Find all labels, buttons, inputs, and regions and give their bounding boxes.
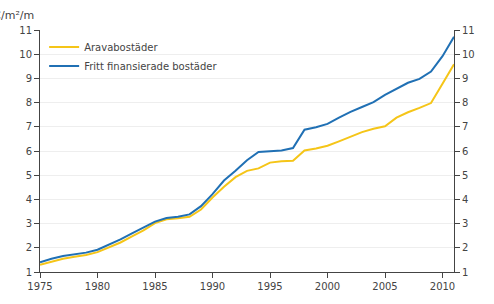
svg-text:2: 2 (462, 242, 468, 253)
svg-text:1985: 1985 (142, 281, 167, 292)
svg-text:1: 1 (462, 267, 468, 278)
svg-text:8: 8 (26, 97, 32, 108)
svg-text:2005: 2005 (372, 281, 397, 292)
svg-text:9: 9 (26, 73, 32, 84)
svg-text:2000: 2000 (315, 281, 340, 292)
svg-text:1990: 1990 (200, 281, 225, 292)
svg-text:6: 6 (26, 146, 32, 157)
svg-text:1: 1 (26, 267, 32, 278)
svg-text:5: 5 (26, 170, 32, 181)
svg-text:€/m²/m: €/m²/m (0, 9, 34, 22)
svg-text:2010: 2010 (430, 281, 455, 292)
svg-text:11: 11 (462, 25, 475, 36)
svg-text:11: 11 (19, 25, 32, 36)
svg-text:7: 7 (26, 121, 32, 132)
svg-text:2: 2 (26, 242, 32, 253)
svg-text:8: 8 (462, 97, 468, 108)
svg-text:10: 10 (19, 49, 32, 60)
svg-text:4: 4 (26, 194, 32, 205)
svg-text:1995: 1995 (257, 281, 282, 292)
svg-text:3: 3 (462, 218, 468, 229)
svg-text:1980: 1980 (85, 281, 110, 292)
svg-text:Fritt finansierade bostäder: Fritt finansierade bostäder (84, 61, 217, 72)
svg-text:5: 5 (462, 170, 468, 181)
svg-text:10: 10 (462, 49, 475, 60)
svg-text:7: 7 (462, 121, 468, 132)
svg-text:3: 3 (26, 218, 32, 229)
svg-text:1975: 1975 (27, 281, 52, 292)
svg-text:Aravabostäder: Aravabostäder (84, 42, 158, 53)
svg-text:4: 4 (462, 194, 468, 205)
svg-text:9: 9 (462, 73, 468, 84)
svg-text:6: 6 (462, 146, 468, 157)
